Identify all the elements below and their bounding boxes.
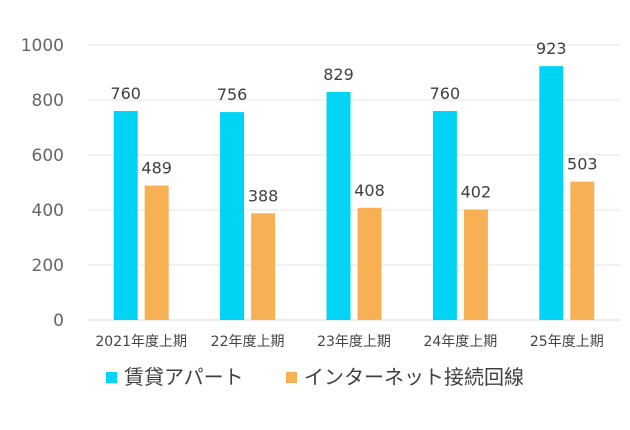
bar-apartment-2 (326, 92, 351, 321)
x-category-label: 25年度上期 (530, 334, 604, 350)
y-tick-label: 0 (53, 311, 64, 331)
x-category-label: 24年度上期 (423, 334, 497, 350)
x-category-label: 23年度上期 (317, 334, 391, 350)
data-label: 923 (536, 39, 567, 58)
gridlines (88, 44, 620, 321)
y-tick-label: 1000 (21, 36, 64, 56)
legend-label: インターネット接続回線 (304, 365, 524, 389)
bar-apartment-3 (432, 111, 457, 320)
legend-label: 賃貸アパート (124, 365, 244, 389)
legend-swatch (286, 372, 297, 383)
x-category-label: 2021年度上期 (95, 334, 187, 350)
data-label: 408 (354, 181, 385, 200)
data-label: 388 (248, 186, 279, 205)
data-labels: 760 489 756 388 829 408 760 402 923 503 (110, 39, 597, 205)
data-label: 402 (461, 182, 492, 201)
legend-swatch (106, 372, 117, 383)
bar-internet-4 (570, 181, 595, 320)
x-axis-categories: 2021年度上期 22年度上期 23年度上期 24年度上期 25年度上期 (95, 334, 603, 350)
y-tick-label: 800 (32, 91, 64, 111)
bar-internet-3 (463, 209, 488, 320)
legend: 賃貸アパート インターネット接続回線 (106, 365, 524, 389)
bars (113, 66, 595, 321)
data-label: 756 (217, 85, 248, 104)
data-label: 489 (141, 159, 172, 178)
data-label: 760 (430, 84, 461, 103)
bar-internet-1 (251, 213, 276, 320)
bar-internet-2 (357, 207, 382, 320)
bar-apartment-4 (539, 66, 564, 320)
y-tick-label: 400 (32, 201, 64, 221)
data-label: 760 (110, 84, 141, 103)
bar-apartment-0 (113, 111, 138, 320)
bar-apartment-1 (220, 112, 245, 320)
bar-internet-0 (144, 185, 169, 320)
x-category-label: 22年度上期 (211, 334, 285, 350)
y-tick-label: 600 (32, 146, 64, 166)
data-label: 503 (567, 155, 598, 174)
y-tick-label: 200 (32, 256, 64, 276)
data-label: 829 (323, 65, 354, 84)
y-axis-ticks: 0 200 400 600 800 1000 (21, 36, 64, 331)
